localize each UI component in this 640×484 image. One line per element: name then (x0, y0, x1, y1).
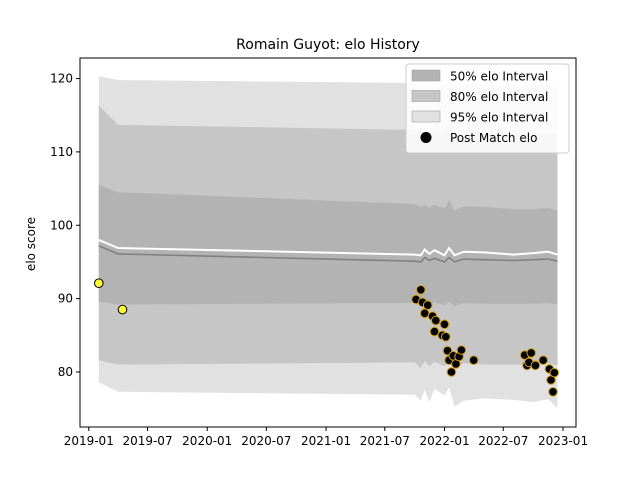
x-tick-label: 2020-07 (241, 434, 291, 448)
post-match-elo-point (456, 345, 467, 355)
post-match-elo-point (549, 367, 560, 378)
legend-label: 95% elo Interval (450, 111, 548, 125)
post-match-elo-point (439, 319, 450, 330)
y-tick-label: 120 (50, 72, 73, 86)
axes-frame (79, 57, 577, 428)
mean-elo-line (98, 245, 558, 263)
post-match-elo-point (416, 285, 426, 295)
x-tick-label: 2019-01 (64, 434, 114, 448)
x-tick-label: 2020-01 (182, 434, 232, 448)
legend-swatch (411, 90, 441, 102)
y-axis-label: elo score (24, 217, 38, 271)
post-match-elo-point (117, 304, 128, 315)
post-match-elo-point (548, 387, 558, 397)
post-match-elo-point (538, 355, 549, 366)
legend-box (405, 63, 570, 154)
post-match-elo-point (468, 355, 479, 366)
chart-title: Romain Guyot: elo History (236, 37, 420, 53)
x-tick-label: 2023-01 (538, 434, 588, 448)
x-tick-label: 2022-01 (419, 434, 469, 448)
x-tick-label: 2021-01 (301, 434, 351, 448)
legend-label: Post Match elo (450, 131, 537, 145)
x-tick-label: 2021-07 (360, 434, 410, 448)
plot-area: 80 90 100 110 120 2019-01 2019-07 2020-01 2020-0… (50, 57, 588, 448)
y-tick-label: 80 (58, 365, 73, 379)
x-tick-label: 2022-07 (478, 434, 528, 448)
legend: 50% elo Interval 80% elo Interval 95% elo … (405, 63, 570, 154)
post-match-elo-point (441, 332, 451, 342)
post-match-elo-point (526, 348, 537, 358)
post-match-elo-point (422, 300, 433, 311)
band-50-interval (98, 184, 558, 306)
legend-label: 80% elo Interval (450, 90, 548, 104)
legend-swatch (411, 69, 441, 82)
x-tick-label: 2019-07 (122, 434, 172, 448)
legend-swatch (411, 110, 441, 123)
y-tick-label: 110 (50, 145, 73, 159)
y-tick-label: 100 (50, 218, 73, 232)
y-tick-label: 90 (58, 292, 73, 306)
post-match-elo-point (431, 315, 441, 326)
post-match-elo-point (429, 326, 440, 337)
post-match-elo-point (530, 360, 541, 371)
legend-marker (420, 132, 432, 143)
post-match-elo-point (94, 278, 104, 289)
legend-label: 50% elo Interval (450, 70, 548, 84)
post-match-elo-point (446, 367, 457, 377)
upper-elo-line (98, 238, 558, 257)
